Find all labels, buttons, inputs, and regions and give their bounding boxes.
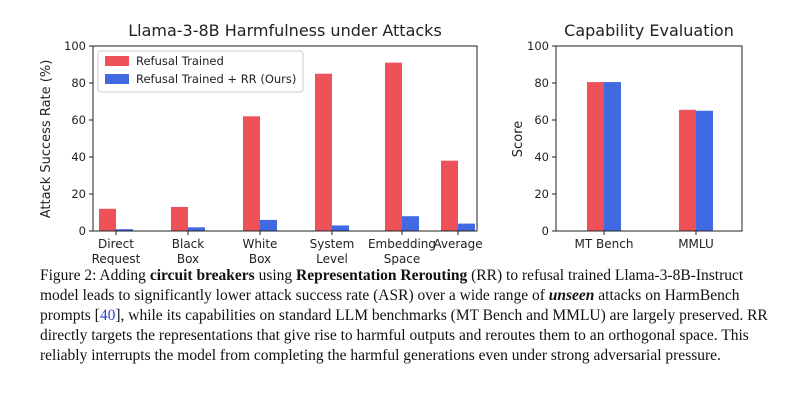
caption-emphasis: unseen: [548, 287, 595, 304]
y-ticks: 0 20 40 60 80 100: [527, 39, 556, 238]
bar-refusal-trained-rr: [116, 229, 133, 231]
bar-refusal-trained: [385, 62, 402, 232]
x-ticks: MT Bench MMLU: [575, 231, 714, 251]
y-tick-label: 60: [534, 113, 549, 127]
caption-text: ], while its capabilities on standard LL…: [40, 307, 768, 364]
bar-refusal-trained: [587, 82, 604, 231]
bar-refusal-trained-rr: [260, 219, 277, 231]
bar-refusal-trained: [243, 116, 260, 231]
bar-refusal-trained: [679, 109, 696, 231]
legend-swatch-refusal: [105, 56, 129, 66]
y-tick-label: 100: [64, 39, 86, 53]
y-tick-label: 80: [534, 76, 549, 90]
caption-text: attacks on HarmBench prompts [: [40, 287, 740, 324]
bar-group: [587, 82, 713, 231]
legend-label-rr: Refusal Trained + RR (Ours): [136, 72, 296, 86]
bar-refusal-trained-rr: [696, 110, 713, 231]
legend-swatch-rr: [105, 74, 129, 84]
bar-refusal-trained: [441, 160, 458, 231]
caption-text: Adding: [96, 267, 150, 284]
caption-text: (RR) to refusal trained Llama-3-8B-Instr…: [40, 267, 744, 304]
x-tick-label: Black: [172, 237, 205, 251]
bar-refusal-trained-rr: [458, 223, 475, 231]
bar-group: [99, 62, 475, 232]
y-ticks: 0 20 40 60 80 100: [64, 39, 93, 238]
bar-refusal-trained-rr: [332, 225, 349, 231]
chart-title: Llama-3-8B Harmfulness under Attacks: [128, 21, 442, 40]
x-tick-label: White: [243, 237, 278, 251]
y-tick-label: 0: [542, 224, 549, 238]
capability-chart: Capability Evaluation Score 0 20 40 60 80 100…: [511, 21, 743, 251]
y-tick-label: 100: [527, 39, 549, 53]
x-tick-label: System: [310, 237, 355, 251]
y-tick-label: 0: [79, 224, 86, 238]
legend-box: [97, 50, 304, 93]
chart-title: Capability Evaluation: [564, 21, 734, 40]
caption-bold: circuit breakers: [149, 267, 255, 284]
y-tick-label: 40: [534, 150, 549, 164]
figure: Llama-3-8B Harmfulness under Attacks Att…: [39, 21, 743, 265]
y-tick-label: 80: [71, 76, 86, 90]
x-ticks: DirectRequestBlackBoxWhiteBoxSystemLevel…: [92, 231, 483, 265]
plot-frame: [555, 45, 743, 232]
x-tick-label: MT Bench: [575, 237, 634, 251]
bar-refusal-trained: [99, 208, 116, 231]
caption-bold: Representation Rerouting: [296, 267, 468, 284]
x-tick-label: Direct: [98, 237, 134, 251]
caption-text: using: [254, 267, 297, 284]
bar-refusal-trained: [315, 73, 332, 231]
plot-frame: [92, 45, 478, 232]
y-tick-label: 20: [71, 187, 86, 201]
y-tick-label: 60: [71, 113, 86, 127]
legend-label-refusal: Refusal Trained: [136, 54, 224, 68]
y-tick-label: 40: [71, 150, 86, 164]
x-tick-label: Box: [177, 252, 199, 265]
x-tick-label: MMLU: [678, 237, 714, 251]
x-tick-label: Level: [316, 252, 348, 265]
y-axis-label: Attack Success Rate (%): [39, 60, 54, 219]
x-tick-label: Embedding: [368, 237, 436, 251]
figure-caption: Figure 2: Adding circuit breakers using …: [40, 266, 780, 366]
x-tick-label: Average: [433, 237, 482, 251]
x-tick-label: Space: [384, 252, 421, 265]
bar-refusal-trained-rr: [402, 216, 419, 231]
y-tick-label: 20: [534, 187, 549, 201]
x-tick-label: Box: [249, 252, 271, 265]
citation-link[interactable]: 40: [99, 307, 116, 324]
y-axis-label: Score: [511, 121, 526, 157]
bar-refusal-trained-rr: [604, 82, 621, 231]
harmfulness-chart: Llama-3-8B Harmfulness under Attacks Att…: [39, 21, 483, 265]
bar-refusal-trained: [171, 206, 188, 231]
caption-label: Figure 2:: [40, 267, 97, 284]
legend: Refusal Trained Refusal Trained + RR (Ou…: [97, 50, 304, 93]
bar-refusal-trained-rr: [188, 227, 205, 231]
x-tick-label: Request: [92, 252, 141, 265]
